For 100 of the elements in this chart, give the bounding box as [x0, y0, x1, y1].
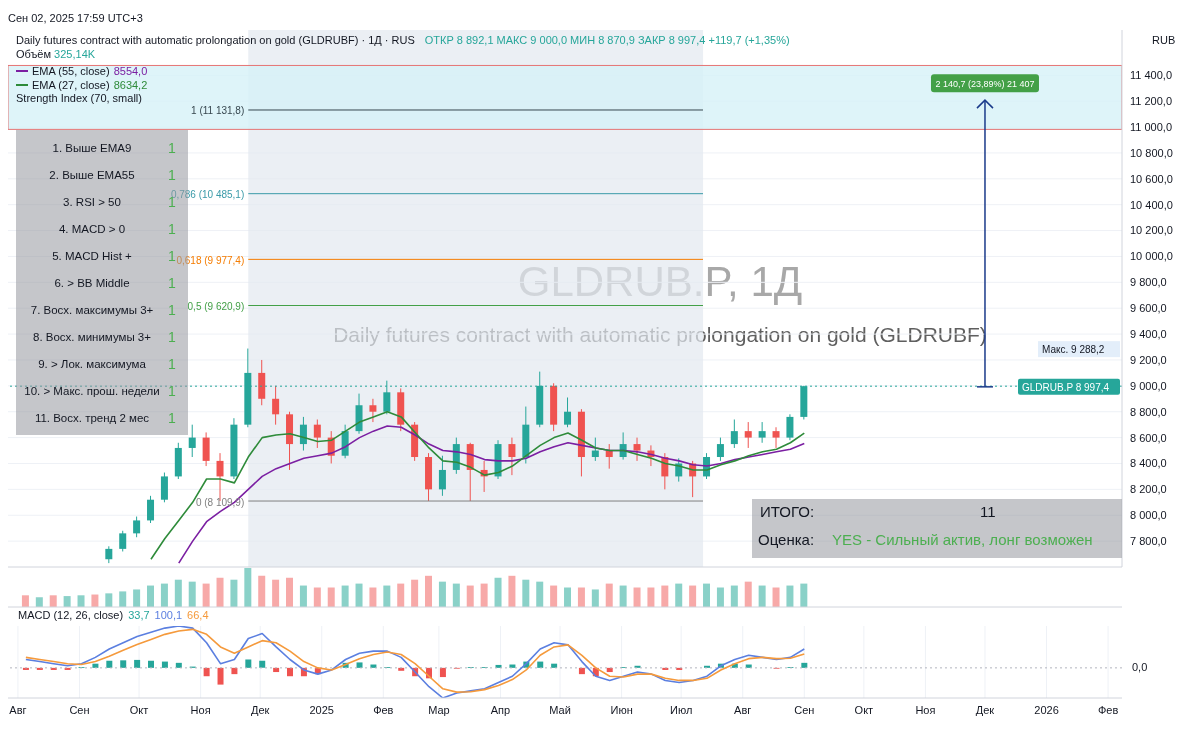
y-tick-label: 11 000,0 [1130, 120, 1173, 133]
x-tick-label: Июн [610, 703, 633, 716]
candlestick [591, 437, 599, 462]
annotation: ИТОГО: [760, 503, 815, 521]
annotation: 1. Выше EMA9 [51, 141, 133, 154]
bar [120, 660, 127, 668]
bar [439, 667, 446, 678]
x-tick-label: Окт [129, 703, 149, 716]
y-tick-label: 7 800,0 [1130, 535, 1167, 548]
annotation: ОТКР 8 892,1 МАКС 9 000,0 МИН 8 870,9 ЗАКР 8 997,4 +119,7 (+1,35%) [424, 34, 790, 46]
ref-line-label: 0,0 [1132, 660, 1148, 673]
x-tick-label: Апр [490, 703, 511, 716]
bar [160, 583, 168, 607]
x-tick-label: Авг [9, 703, 27, 716]
annotation: Оценка: [758, 531, 815, 549]
bar [494, 577, 502, 607]
bar [522, 579, 530, 607]
candlestick [758, 421, 766, 444]
bar [425, 575, 433, 607]
candlestick [299, 416, 307, 452]
annotation: 9. > Лок. максимума [37, 357, 147, 370]
ref-line-label: 0,5 (9 620,9) [187, 301, 245, 313]
ref-line-label: 1 (11 131,8) [191, 105, 245, 117]
annotation: 4. MACD > 0 [57, 222, 127, 235]
x-tick-label: Ноя [915, 703, 936, 716]
annotation: 1 [168, 139, 177, 156]
candlestick [786, 413, 794, 441]
annotation: 11 [980, 503, 996, 521]
bar [286, 577, 294, 607]
bar [758, 585, 766, 607]
bar [203, 667, 210, 677]
bar [730, 585, 738, 607]
bar [369, 587, 377, 607]
bar [174, 579, 182, 607]
y-tick-label: 9 800,0 [1130, 276, 1167, 289]
x-tick-label: Дек [975, 703, 995, 716]
annotation: 11. Восх. тренд 2 мес [33, 411, 151, 424]
y-tick-label: 11 400,0 [1130, 69, 1173, 82]
y-tick-label: 9 400,0 [1130, 327, 1167, 340]
annotation: 7. Восх. максимумы 3+ [29, 303, 155, 316]
annotation: 1 [168, 220, 177, 237]
text: Сен 02, 2025 17:59 UTC+3 [8, 12, 143, 24]
x-tick-label: 2025 [309, 703, 334, 716]
y-tick-label: 8 200,0 [1130, 483, 1167, 496]
ref-line-label: GLDRUB.P 8 997,4 [1022, 381, 1110, 393]
annotation: 5. MACD Hist + [51, 249, 133, 262]
bar [356, 662, 363, 668]
annotation: 6. > BB Middle [53, 276, 131, 289]
annotation: 1 [168, 166, 177, 183]
bar [258, 575, 266, 607]
bar [383, 585, 391, 607]
bar [675, 583, 683, 607]
y-axis-title: RUB [1152, 34, 1176, 46]
bar [119, 591, 127, 607]
candlestick [313, 418, 321, 449]
candlestick [202, 431, 210, 467]
bar [744, 581, 752, 607]
bar [536, 581, 544, 607]
bar [411, 579, 419, 607]
text: 100,1 [154, 609, 183, 621]
bar [21, 595, 29, 607]
annotation: 325,14K [54, 48, 96, 60]
bar [647, 587, 655, 607]
candlestick [147, 495, 155, 524]
bar [716, 587, 724, 607]
bar [772, 587, 780, 607]
legend-label: EMA (55, close) [32, 65, 110, 77]
bar [313, 587, 321, 607]
candlestick [272, 385, 280, 426]
bar [133, 589, 141, 607]
x-tick-label: Май [549, 703, 571, 716]
y-tick-label: 11 200,0 [1130, 95, 1173, 108]
y-tick-label: 10 000,0 [1130, 250, 1173, 263]
bar [466, 585, 474, 607]
y-tick-label: 10 400,0 [1130, 198, 1173, 211]
bar [245, 659, 252, 668]
text: 33,7 [128, 609, 150, 621]
annotation: 8. Восх. минимумы 3+ [32, 330, 152, 343]
annotation: Макс. 9 288,2 [1042, 344, 1105, 356]
bar [480, 583, 488, 607]
bar [202, 583, 210, 607]
y-tick-label: 8 000,0 [1130, 509, 1167, 522]
bar [564, 587, 572, 607]
bar [134, 659, 141, 668]
candlestick [369, 398, 377, 423]
annotation: 3. RSI > 50 [62, 195, 122, 208]
x-tick-label: Фев [1097, 703, 1119, 716]
annotation: 8634,2 [113, 79, 148, 91]
bar [217, 667, 224, 685]
bar [591, 589, 599, 607]
annotation: 1 [168, 247, 176, 264]
candlestick [160, 472, 168, 503]
bar [287, 667, 294, 677]
bar [800, 583, 808, 607]
bar [106, 660, 113, 668]
candlestick [564, 396, 572, 428]
y-tick-label: 8 400,0 [1130, 457, 1167, 470]
candlestick [744, 421, 752, 449]
bar [633, 587, 641, 607]
x-tick-label: Ноя [190, 703, 211, 716]
